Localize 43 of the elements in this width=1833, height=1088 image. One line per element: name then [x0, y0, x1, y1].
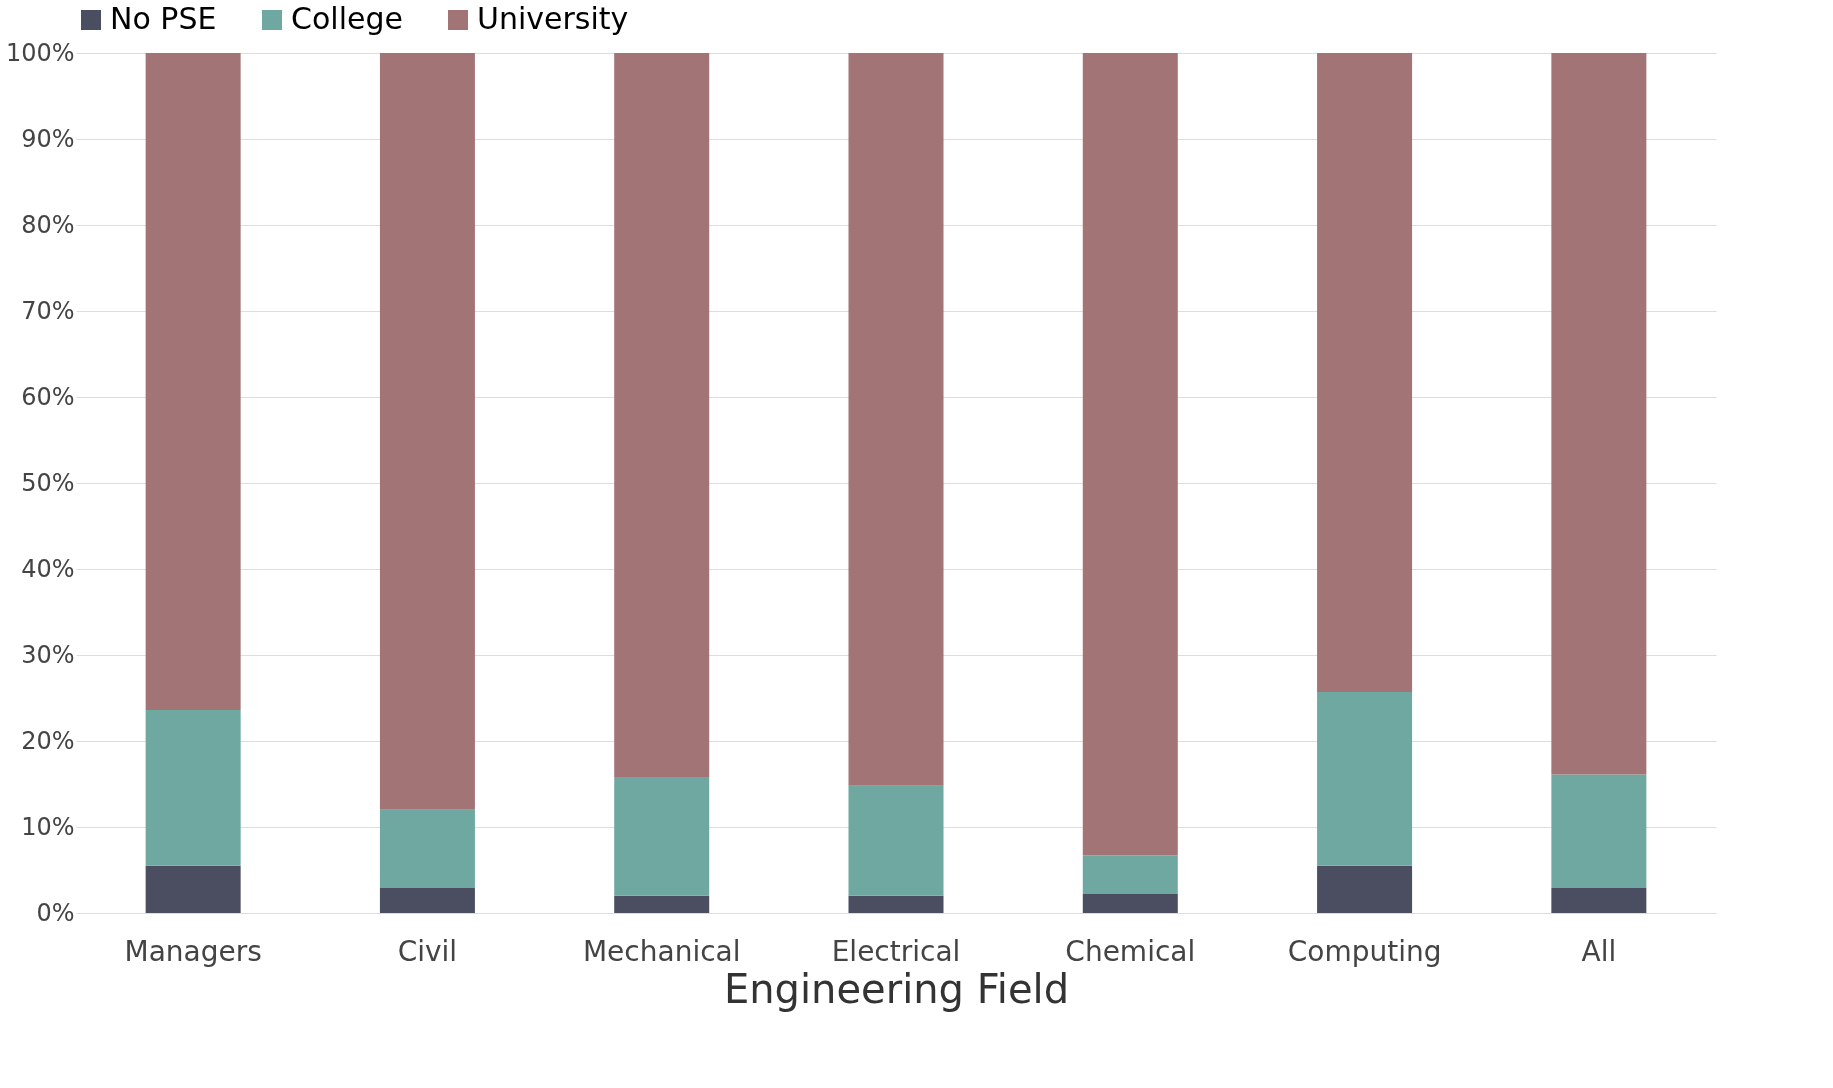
bar: [1082, 855, 1178, 895]
bar: [1317, 53, 1413, 692]
y-tick-label: 100%: [5, 38, 75, 67]
bar: [1317, 691, 1413, 866]
y-tick-label: 60%: [21, 382, 75, 411]
legend-label: University: [477, 1, 629, 36]
y-tick-label: 10%: [21, 812, 75, 841]
bar: [1082, 894, 1178, 913]
legend-label: College: [291, 1, 403, 36]
y-tick-label: 30%: [21, 640, 75, 669]
y-tick-label: 20%: [21, 726, 75, 755]
bar: [379, 888, 475, 913]
bar: [848, 895, 944, 913]
x-tick-label: Chemical: [1065, 934, 1196, 968]
x-tick-label: Civil: [397, 934, 458, 968]
bar: [848, 785, 944, 896]
x-tick-label: All: [1581, 934, 1617, 968]
legend-label: No PSE: [110, 1, 217, 36]
bar: [848, 53, 944, 786]
y-tick-label: 0%: [36, 898, 75, 927]
bar: [1082, 53, 1178, 856]
bar: [145, 865, 241, 913]
bar: [145, 53, 241, 711]
y-tick-label: 70%: [21, 296, 75, 325]
bar: [145, 710, 241, 866]
bar: [379, 809, 475, 889]
y-tick-label: 40%: [21, 554, 75, 583]
y-tick-label: 80%: [21, 210, 75, 239]
x-axis-title: Engineering Field: [723, 965, 1070, 1012]
x-tick-label: Computing: [1287, 934, 1442, 968]
bar: [1551, 53, 1647, 775]
x-tick-label: Electrical: [831, 934, 961, 968]
bar: [1551, 888, 1647, 913]
bar: [1551, 774, 1647, 889]
bar: [614, 895, 710, 913]
bar: [614, 53, 710, 778]
bar: [614, 777, 710, 896]
bar: [379, 53, 475, 810]
y-tick-label: 90%: [21, 124, 75, 153]
y-tick-label: 50%: [21, 468, 75, 497]
x-tick-label: Managers: [124, 934, 262, 968]
bar: [1317, 865, 1413, 913]
x-tick-label: Mechanical: [582, 934, 741, 968]
